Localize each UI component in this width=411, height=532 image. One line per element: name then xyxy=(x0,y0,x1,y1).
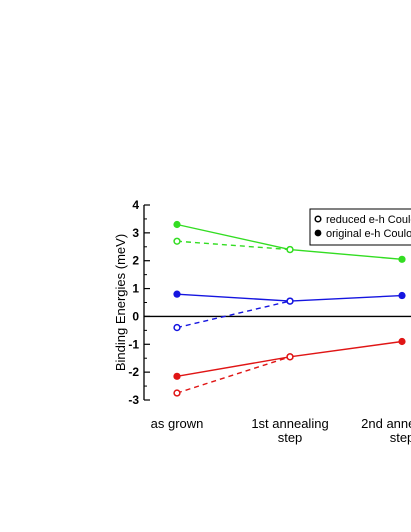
data-point xyxy=(286,353,294,361)
y-tick-label: 3 xyxy=(132,226,139,240)
legend-box xyxy=(309,208,411,246)
series xyxy=(173,237,294,254)
y-tick-label: -2 xyxy=(128,365,139,379)
series xyxy=(173,220,406,263)
y-tick-label: 2 xyxy=(132,254,139,268)
data-point xyxy=(173,323,181,332)
series-line xyxy=(176,300,291,329)
series-layer xyxy=(173,220,406,397)
series xyxy=(173,353,294,397)
x-tick-label: step xyxy=(278,430,303,445)
x-tick-label: 1st annealing xyxy=(251,416,328,431)
data-point xyxy=(286,245,294,254)
series-line xyxy=(289,248,403,261)
series-line xyxy=(289,294,403,302)
y-tick-label: 0 xyxy=(132,309,139,323)
series-line xyxy=(176,240,291,251)
data-point xyxy=(398,291,406,300)
series-line xyxy=(176,293,291,302)
data-point xyxy=(398,255,406,263)
legend: reduced e-h Coulomb original e-h Coulomb xyxy=(309,208,411,246)
data-point xyxy=(173,389,181,397)
series-line xyxy=(289,340,403,358)
legend-label: reduced e-h Coulomb xyxy=(326,214,411,226)
x-tick-label: 2nd annealing xyxy=(361,416,411,431)
data-point xyxy=(173,237,181,245)
y-tick-label: -3 xyxy=(128,393,139,407)
series-line xyxy=(176,356,291,378)
legend-marker xyxy=(314,215,322,223)
data-point xyxy=(286,297,294,305)
data-point xyxy=(398,337,406,346)
series xyxy=(173,297,294,332)
x-tick-label: step xyxy=(390,430,411,445)
y-tick-label: 1 xyxy=(132,282,139,296)
legend-marker xyxy=(314,229,322,237)
series-line xyxy=(176,223,291,251)
y-tick-label: 4 xyxy=(132,198,139,212)
data-point xyxy=(173,290,181,298)
legend-label: original e-h Coulomb xyxy=(326,228,411,240)
data-point xyxy=(173,220,181,229)
data-point xyxy=(173,372,181,380)
y-axis-label: Binding Energies (meV) xyxy=(113,234,128,371)
series-line xyxy=(176,356,291,394)
y-tick-label: -1 xyxy=(128,337,139,351)
x-tick-label: as grown xyxy=(151,416,204,431)
